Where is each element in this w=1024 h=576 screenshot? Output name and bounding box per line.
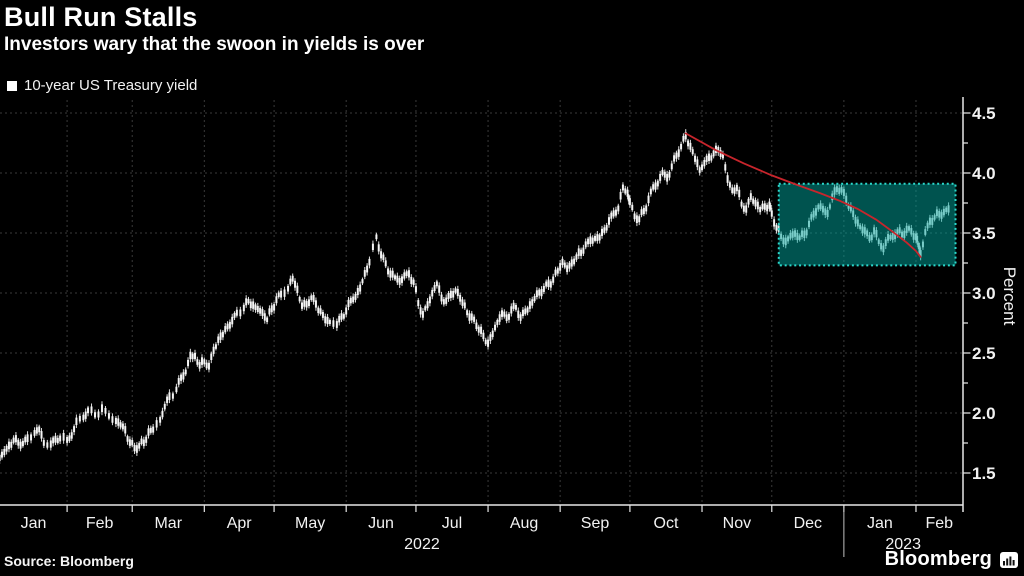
x-month-label: Jun (368, 515, 394, 532)
trend-line (684, 132, 922, 258)
y-tick-label: 2.5 (972, 344, 996, 363)
y-tick-label: 3.5 (972, 224, 996, 243)
y-tick-label: 4.0 (972, 164, 996, 183)
x-month-label: Feb (86, 515, 114, 532)
x-axis-ticks: Jan Feb Mar Apr May Jun Jul Aug Sep Oct Nov Dec Jan F… (21, 505, 953, 557)
bloomberg-wordmark: Bloomberg (884, 548, 992, 570)
y-tick-label: 4.5 (972, 104, 996, 123)
gridlines (0, 100, 963, 505)
legend-label: 10-year US Treasury yield (24, 77, 198, 94)
y-axis-ticks: 4.5 4.0 3.5 3.0 2.5 2.0 1.5 Percent (963, 104, 1019, 483)
chart-legend: 10-year US Treasury yield (7, 77, 197, 94)
y-axis-title: Percent (1000, 267, 1019, 326)
y-tick-label: 3.0 (972, 284, 996, 303)
x-month-label: Feb (925, 515, 953, 532)
source-credit: Source: Bloomberg (4, 553, 134, 569)
y-tick-label: 1.5 (972, 464, 996, 483)
bloomberg-terminal-icon (1000, 551, 1018, 568)
x-month-label: Jan (21, 515, 47, 532)
y-tick-label: 2.0 (972, 404, 996, 423)
x-year-label: 2023 (885, 536, 921, 553)
chart-subtitle: Investors wary that the swoon in yields … (4, 34, 425, 56)
x-month-label: Dec (794, 515, 822, 532)
chart-header: Bull Run Stalls Investors wary that the … (4, 2, 424, 58)
x-month-label: Mar (154, 515, 182, 532)
x-month-label: Jul (442, 515, 462, 532)
x-month-label: Nov (723, 515, 751, 532)
x-month-label: May (295, 515, 325, 532)
page-title: Bull Run Stalls (4, 2, 198, 32)
x-month-label: Aug (510, 515, 538, 532)
x-month-label: Oct (654, 515, 679, 532)
bloomberg-brand: Bloomberg (885, 548, 1018, 571)
highlight-box (777, 182, 957, 267)
legend-swatch-icon (7, 80, 17, 91)
x-month-label: Jan (867, 515, 893, 532)
x-year-label: 2022 (404, 536, 440, 553)
axes (0, 97, 964, 512)
x-month-label: Sep (581, 515, 610, 532)
price-bars (0, 129, 950, 464)
x-month-label: Apr (227, 515, 253, 532)
